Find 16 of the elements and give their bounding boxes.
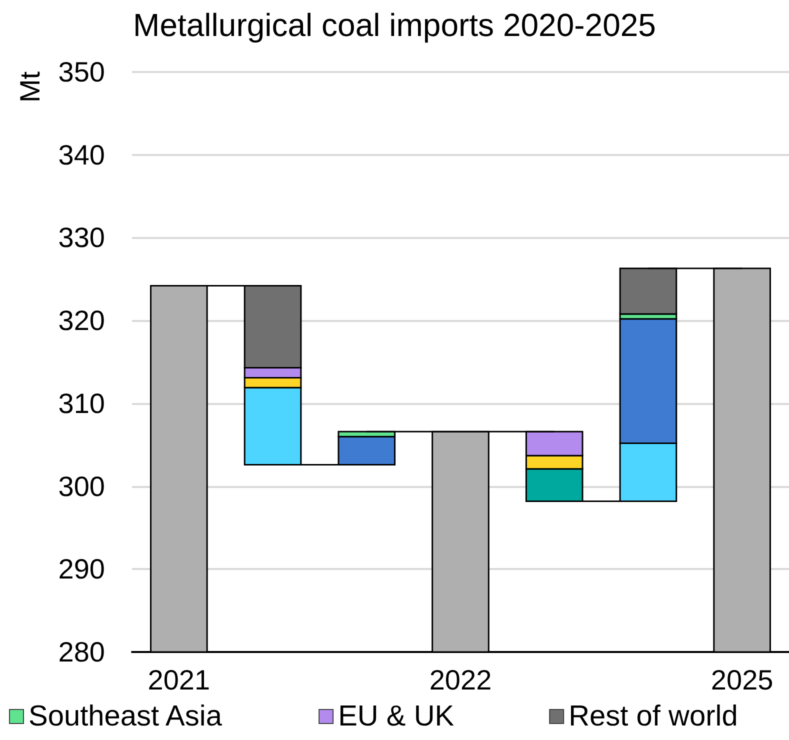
y-tick-label: 320 [58, 305, 105, 336]
y-tick-label: 350 [58, 56, 105, 88]
y-tick-label: 290 [58, 554, 105, 585]
y-tick-label: 340 [58, 139, 105, 170]
legend-label: Southeast Asia [28, 700, 223, 732]
x-tick-label: 2021 [148, 664, 210, 696]
y-tick-label: 310 [58, 388, 105, 419]
x-tick-label: 2022 [429, 664, 492, 696]
y-axis-title: Mt [14, 71, 46, 103]
chart-title: Metallurgical coal imports 2020-2025 [133, 7, 656, 43]
y-tick-label: 330 [58, 222, 105, 254]
y-tick-label: 280 [58, 636, 105, 668]
y-tick-label: 300 [58, 470, 105, 502]
legend-label: Rest of world [568, 700, 738, 732]
x-tick-label: 2025 [710, 664, 774, 696]
legend-label: EU & UK [338, 700, 455, 732]
